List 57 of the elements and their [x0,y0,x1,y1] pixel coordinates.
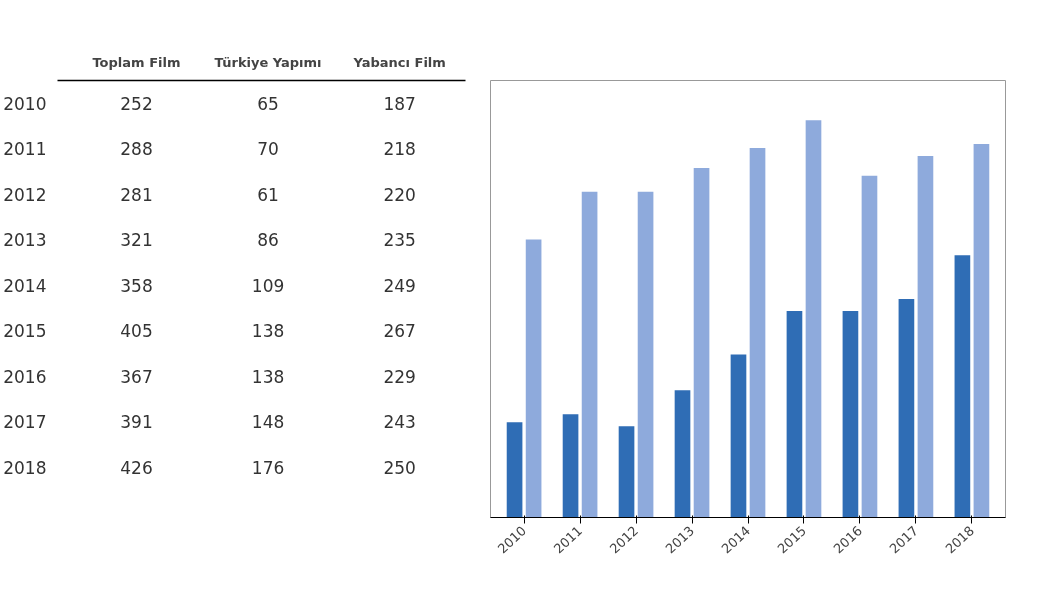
x-tick-label: Toplam Film [92,54,181,70]
y-tick-label: 2011 [3,139,47,160]
bar [973,144,990,518]
y-tick-label: 2015 [3,321,47,342]
data-label: 358 [120,275,153,296]
data-label: 220 [383,184,416,205]
bar [749,148,766,518]
bar [562,414,579,518]
bar [954,255,971,518]
data-label: 321 [120,230,153,251]
data-label: 267 [383,321,416,342]
bar [618,426,635,518]
bar [917,155,934,518]
data-label: 61 [257,184,279,205]
y-tick-label: 2010 [3,93,47,114]
bar [674,390,691,518]
bar [581,191,598,518]
y-tick-label: 2013 [3,230,47,251]
bar [861,175,878,518]
data-label: 252 [120,93,153,114]
bar [805,120,822,518]
bar [525,239,542,518]
y-tick-label: 2016 [3,366,47,387]
bar [693,167,710,518]
bar [898,299,915,518]
data-label: 229 [383,366,416,387]
data-label: 288 [120,139,153,160]
data-label: 187 [383,93,416,114]
data-label: 65 [257,93,279,114]
data-label: 405 [120,321,153,342]
y-tick-label: 2014 [3,275,47,296]
bar [786,310,803,518]
data-label: 148 [251,412,285,433]
bar [842,310,859,518]
data-label: 176 [251,457,285,478]
data-label: 391 [120,412,153,433]
y-tick-label: 2018 [3,457,47,478]
data-label: 138 [251,366,285,387]
data-label: 218 [383,139,416,160]
data-label: 86 [257,230,279,251]
data-label: 426 [120,457,153,478]
data-label: 138 [251,321,285,342]
data-label: 249 [383,275,416,296]
y-tick-label: 2012 [3,184,47,205]
data-label: 367 [120,366,153,387]
data-label: 281 [120,184,153,205]
data-label: 250 [383,457,416,478]
data-label: 243 [383,412,416,433]
bar [730,354,747,518]
x-tick-label: Türkiye Yapımı [214,54,322,70]
bar [506,422,523,518]
data-label: 109 [251,275,285,296]
data-label: 235 [383,230,416,251]
bar [637,191,654,518]
data-label: 70 [257,139,279,160]
x-tick-label: Yabancı Film [352,54,446,70]
y-tick-label: 2017 [3,412,47,433]
